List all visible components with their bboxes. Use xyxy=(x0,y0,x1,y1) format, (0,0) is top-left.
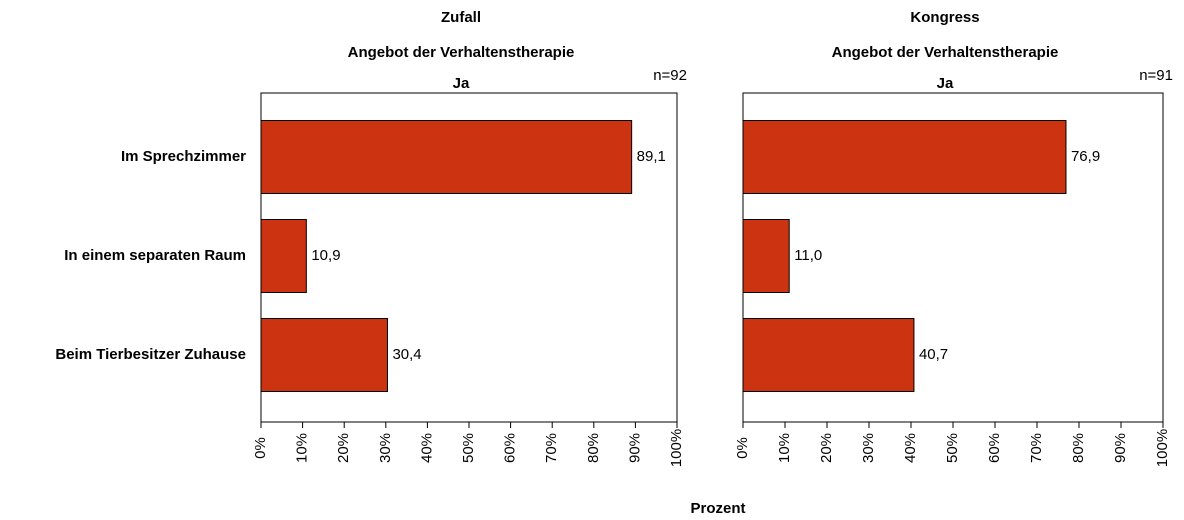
x-axis-label: Prozent xyxy=(690,500,745,517)
x-tick-label: 30% xyxy=(860,433,877,463)
bar xyxy=(260,219,307,293)
value-label: 89,1 xyxy=(637,148,666,165)
bar xyxy=(260,120,633,194)
panel-title: Kongress xyxy=(910,9,979,26)
y-tick-label: In einem separaten Raum xyxy=(64,247,246,264)
x-tick-label: 60% xyxy=(986,433,1003,463)
x-tick-label: 80% xyxy=(1070,433,1087,463)
x-tick-label: 0% xyxy=(252,437,269,459)
x-tick-label: 60% xyxy=(502,433,519,463)
value-label: 30,4 xyxy=(392,346,421,363)
bar xyxy=(742,318,915,392)
bar xyxy=(742,219,790,293)
x-tick-label: 100% xyxy=(1154,429,1171,467)
bar xyxy=(742,120,1067,194)
annotation: n=92 xyxy=(653,67,687,84)
value-label: 76,9 xyxy=(1071,148,1100,165)
x-tick-label: 100% xyxy=(668,429,685,467)
panel-label: Ja xyxy=(453,75,470,92)
panel-subtitle: Angebot der Verhaltenstherapie xyxy=(348,44,575,61)
x-tick-label: 20% xyxy=(335,433,352,463)
x-tick-label: 50% xyxy=(944,433,961,463)
x-tick-label: 50% xyxy=(460,433,477,463)
panel-subtitle: Angebot der Verhaltenstherapie xyxy=(832,44,1059,61)
y-tick-label: Beim Tierbesitzer Zuhause xyxy=(55,346,246,363)
x-tick-label: 30% xyxy=(377,433,394,463)
x-tick-label: 80% xyxy=(585,433,602,463)
x-tick-label: 90% xyxy=(626,433,643,463)
x-tick-label: 70% xyxy=(543,433,560,463)
x-tick-label: 90% xyxy=(1112,433,1129,463)
bar xyxy=(260,318,388,392)
x-tick-label: 70% xyxy=(1028,433,1045,463)
y-tick-label: Im Sprechzimmer xyxy=(121,148,246,165)
x-tick-label: 10% xyxy=(294,433,311,463)
value-label: 40,7 xyxy=(919,346,948,363)
panel-title: Zufall xyxy=(441,9,481,26)
value-label: 11,0 xyxy=(794,247,822,264)
value-label: 10,9 xyxy=(311,247,340,264)
x-tick-label: 40% xyxy=(902,433,919,463)
x-tick-label: 10% xyxy=(776,433,793,463)
panel-label: Ja xyxy=(937,75,954,92)
x-tick-label: 40% xyxy=(418,433,435,463)
x-tick-label: 20% xyxy=(818,433,835,463)
x-tick-label: 0% xyxy=(734,437,751,459)
annotation: n=91 xyxy=(1139,67,1173,84)
